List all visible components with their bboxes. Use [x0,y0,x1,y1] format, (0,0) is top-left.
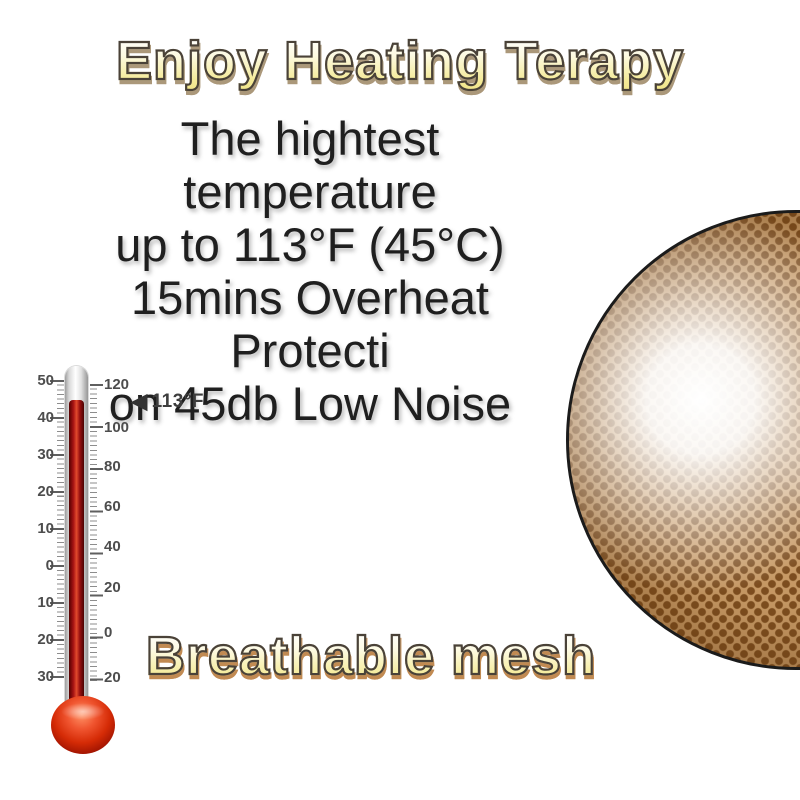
celsius-label: 50 [37,372,54,389]
temperature-indicator-label: 113°F [151,391,205,412]
description-line-1: The hightest temperature [180,112,440,218]
page-title: Enjoy Heating Terapy [0,24,800,98]
fahrenheit-scale: 120 100 80 60 40 20 0 20 [104,0,134,800]
celsius-label: 30 [37,668,54,685]
temperature-indicator: ◀ 113°F [131,391,204,413]
celsius-major-ticks [50,380,64,679]
description-line-4: on 45db Low Noise [108,377,512,430]
thermometer-tube [65,366,88,704]
celsius-label: 10 [37,594,54,611]
celsius-scale: 50 40 30 20 10 0 10 20 30 [30,0,54,800]
fahrenheit-label: 0 [104,625,112,641]
fahrenheit-label: 100 [104,419,130,436]
celsius-label: 40 [37,409,54,426]
description-line-3: 15mins Overheat Protecti [131,271,489,377]
mercury-column [69,400,84,704]
fahrenheit-label: 20 [104,670,121,686]
celsius-label: 30 [37,446,54,463]
description-paragraph: The hightest temperature up to 113°F (45… [48,112,572,430]
fahrenheit-label: 20 [104,579,121,596]
fahrenheit-major-ticks [90,384,103,681]
fahrenheit-label: 80 [104,458,121,475]
celsius-label: 20 [37,631,54,648]
bulb-highlight [61,703,105,720]
celsius-label: 20 [37,483,54,500]
celsius-label: 0 [45,557,54,574]
left-arrow-icon: ◀ [131,390,148,413]
celsius-label: 10 [37,520,54,537]
mesh-caption: Breathable mesh [100,619,642,693]
fahrenheit-label: 60 [104,498,121,515]
fahrenheit-label: 120 [104,376,130,393]
thermometer-bulb [51,696,115,754]
fahrenheit-label: 40 [104,538,121,555]
description-line-2: up to 113°F (45°C) [115,218,505,271]
